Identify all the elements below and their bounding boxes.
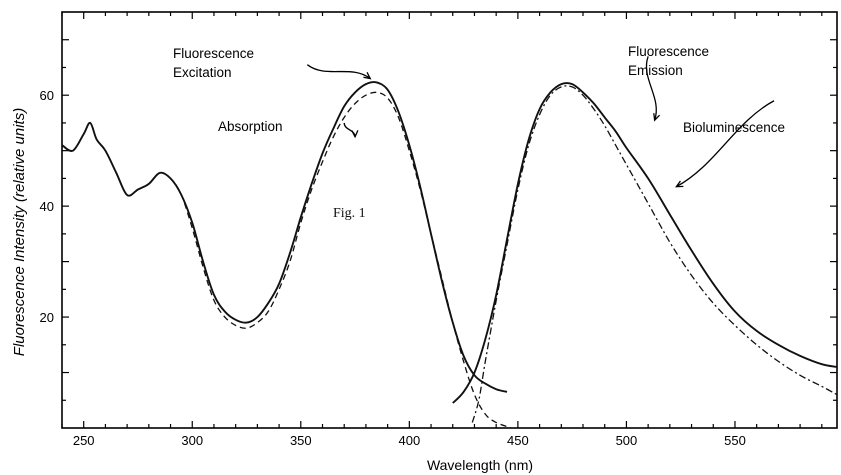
annotation-emission-line2: Emission xyxy=(628,63,683,78)
annotation-arrowhead xyxy=(653,113,661,122)
series-bioluminescence xyxy=(471,85,838,423)
series-fluorescence-emission xyxy=(452,82,838,404)
annotation-arrow xyxy=(645,56,657,121)
annotation-arrowhead xyxy=(675,180,684,188)
y-tick-labels: 20 40 60 xyxy=(40,88,54,325)
plot-frame xyxy=(61,11,838,429)
annotation-arrowhead xyxy=(351,130,359,139)
x-tick-label: 300 xyxy=(181,433,203,448)
annotation-arrowhead xyxy=(363,72,372,80)
annotation-arrow xyxy=(306,64,371,80)
x-tick-label: 550 xyxy=(724,433,746,448)
annotation-bioluminescence: Bioluminescence xyxy=(683,120,785,135)
x-tick-label: 400 xyxy=(398,433,420,448)
annotation-excitation-line1: Fluorescence xyxy=(173,46,254,61)
figure-label: Fig. 1 xyxy=(333,206,366,221)
x-tick-labels: 250 300 350 400 450 500 550 xyxy=(73,433,746,448)
series-group xyxy=(61,81,838,429)
x-tick-label: 350 xyxy=(290,433,312,448)
x-tick-label: 450 xyxy=(507,433,529,448)
annotation-excitation-line2: Excitation xyxy=(173,65,232,80)
plot-area: 250 300 350 400 450 500 550 20 40 60 xyxy=(40,11,838,448)
x-tick-label: 250 xyxy=(73,433,95,448)
x-axis-label: Wavelength (nm) xyxy=(427,457,533,473)
y-tick-label: 60 xyxy=(40,88,54,103)
annotation-absorption: Absorption xyxy=(218,119,283,134)
y-axis-label: Fluorescence Intensity (relative units) xyxy=(11,108,28,356)
x-tick-label: 500 xyxy=(616,433,638,448)
y-tick-label: 40 xyxy=(40,199,54,214)
annotation-arrow xyxy=(676,100,775,188)
annotation-emission-line1: Fluorescence xyxy=(628,44,709,59)
y-tick-label: 20 xyxy=(40,310,54,325)
series-fluorescence-excitation xyxy=(61,81,508,393)
axis-ticks xyxy=(61,12,837,428)
annotation-arrows xyxy=(306,56,775,188)
